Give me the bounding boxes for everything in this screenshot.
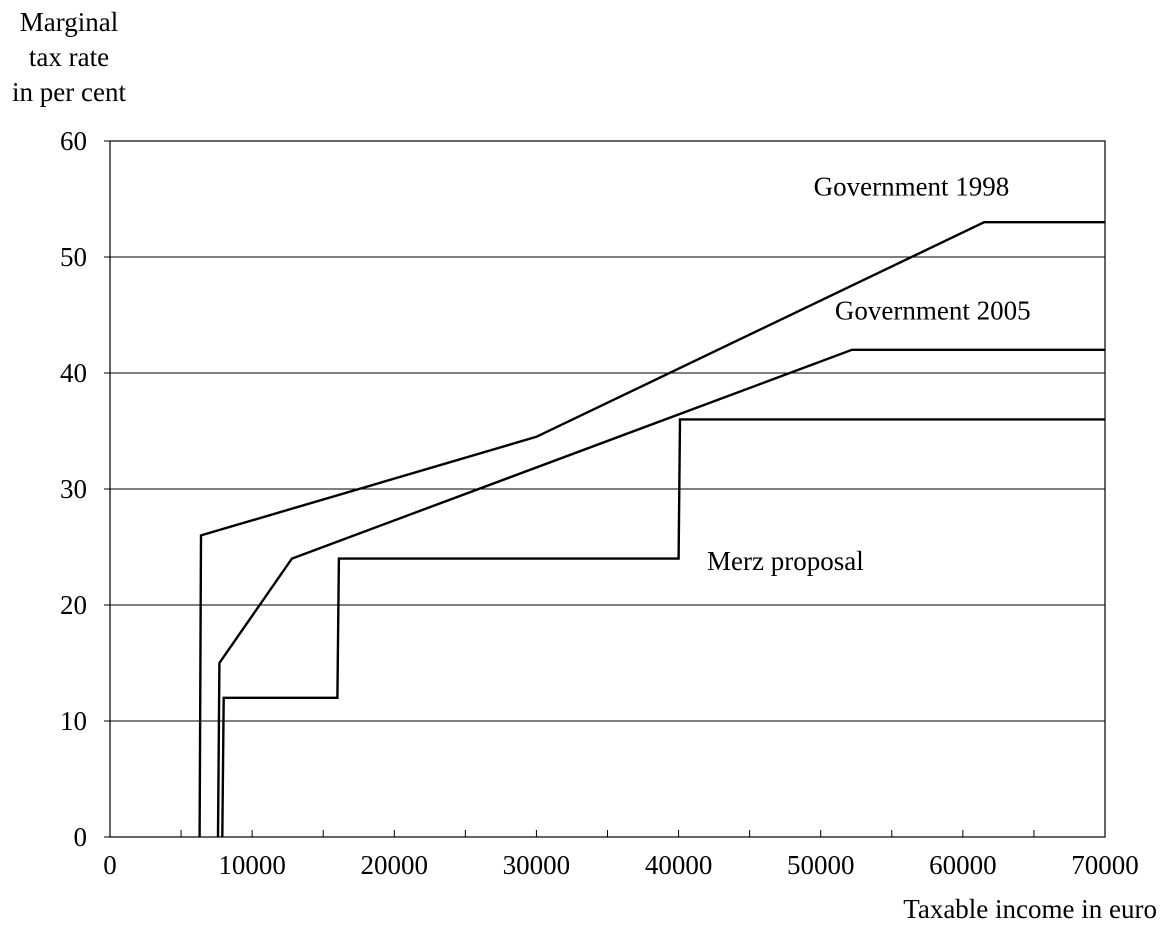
y-axis-title-text: Marginal tax rate in per cent: [12, 7, 126, 107]
series-label-2: Government 2005: [835, 296, 1031, 326]
series-line-3: [221, 418, 1105, 838]
y-axis-ticks: 0 10 20 30 40 50 60: [60, 126, 110, 852]
series-lines: [198, 221, 1105, 838]
y-tick-label: 50: [60, 242, 87, 272]
series-line-1: [198, 221, 1105, 838]
y-tick-label: 0: [74, 822, 88, 852]
x-axis-ticks: 0 10000 20000 30000 40000 50000 60000 70000: [103, 830, 1139, 880]
y-axis-title: Marginal tax rate in per cent: [12, 7, 126, 107]
x-tick-label: 60000: [929, 850, 997, 880]
y-tick-label: 60: [60, 126, 87, 156]
y-tick-label: 40: [60, 358, 87, 388]
series-labels: Government 1998 Government 2005 Merz propo…: [707, 172, 1031, 577]
x-tick-label: 70000: [1071, 850, 1139, 880]
x-tick-label: 30000: [503, 850, 571, 880]
gridlines: [110, 256, 1105, 722]
x-tick-label: 50000: [787, 850, 855, 880]
series-label-3: Merz proposal: [707, 546, 864, 576]
x-axis-title: Taxable income in euro: [903, 894, 1157, 924]
x-tick-label: 0: [103, 850, 117, 880]
series-label-1: Government 1998: [814, 172, 1010, 202]
y-tick-label: 10: [60, 706, 87, 736]
x-tick-label: 20000: [361, 850, 429, 880]
y-tick-label: 30: [60, 474, 87, 504]
y-tick-label: 20: [60, 590, 87, 620]
series-line-2: [216, 348, 1105, 838]
x-tick-label: 10000: [218, 850, 286, 880]
x-tick-label: 40000: [645, 850, 713, 880]
